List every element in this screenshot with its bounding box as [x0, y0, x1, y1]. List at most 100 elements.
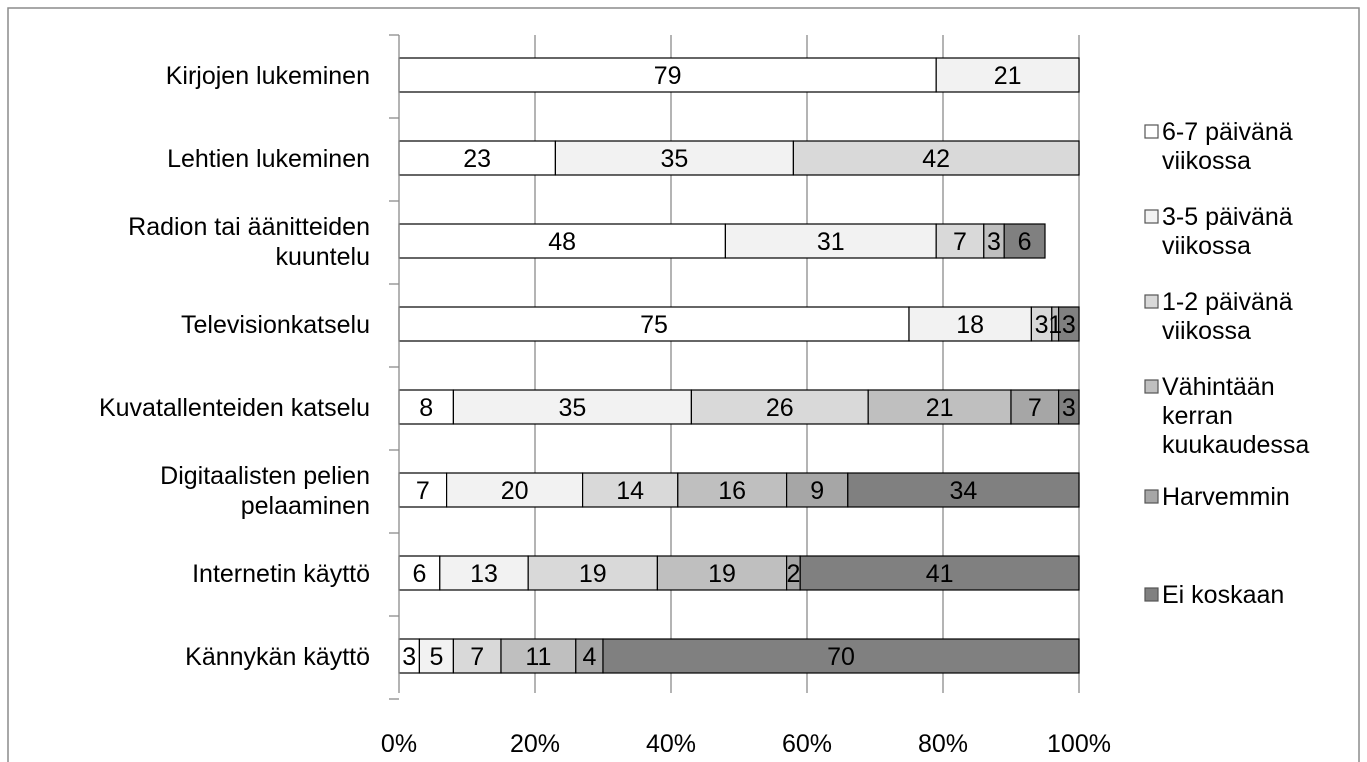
bar-segment	[785, 472, 849, 508]
bar-segment	[554, 140, 795, 176]
legend-label: 6-7 päivänä viikossa	[1162, 118, 1293, 175]
data-label: 3	[987, 228, 1001, 256]
legend-label: Harvemmin	[1162, 483, 1290, 511]
legend-label: 1-2 päivänä viikossa	[1162, 288, 1293, 345]
data-label: 42	[922, 145, 950, 173]
bar-segment	[1010, 389, 1060, 425]
legend-swatch	[1144, 209, 1159, 224]
bar-segment	[602, 638, 1080, 674]
data-label: 75	[640, 311, 668, 339]
legend-label: Ei koskaan	[1162, 581, 1284, 609]
data-label: 35	[558, 394, 586, 422]
bar-segment	[847, 472, 1080, 508]
data-label: 20	[501, 477, 529, 505]
data-label: 7	[953, 228, 967, 256]
category-label: Radion tai äänitteiden kuuntelu	[128, 213, 370, 271]
bar-segment	[452, 638, 502, 674]
data-label: 6	[1018, 228, 1032, 256]
bar-segment	[398, 389, 455, 425]
data-label: 5	[429, 643, 443, 671]
data-label: 9	[810, 477, 824, 505]
data-label: 13	[470, 560, 498, 588]
bar-segment	[398, 140, 556, 176]
category-label: Kirjojen lukeminen	[166, 62, 370, 90]
x-tick-label: 60%	[782, 730, 832, 758]
data-label: 35	[660, 145, 688, 173]
bar-segment	[908, 306, 1033, 342]
legend-label: Vähintään kerran kuukaudessa	[1162, 373, 1309, 459]
x-tick-label: 100%	[1047, 730, 1111, 758]
bar-segment	[656, 555, 788, 591]
data-label: 7	[470, 643, 484, 671]
data-label: 7	[1028, 394, 1042, 422]
data-label: 31	[817, 228, 845, 256]
data-label: 19	[579, 560, 607, 588]
bar-segment	[527, 555, 659, 591]
legend-swatch	[1144, 124, 1159, 139]
bar-segment	[1057, 389, 1080, 425]
data-label: 3	[402, 643, 416, 671]
category-label: Televisionkatselu	[181, 311, 370, 339]
category-label: Kuvatallenteiden katselu	[99, 394, 370, 422]
data-label: 2	[786, 560, 800, 588]
category-label: Kännykän käyttö	[185, 643, 370, 671]
data-label: 21	[926, 394, 954, 422]
data-label: 1	[1048, 311, 1062, 339]
bar-segment	[690, 389, 869, 425]
bars	[398, 57, 1080, 674]
x-tick-label: 40%	[646, 730, 696, 758]
category-labels: Kirjojen lukeminen Lehtien lukeminen Radio…	[99, 62, 370, 671]
data-label: 16	[718, 477, 746, 505]
data-label: 8	[419, 394, 433, 422]
data-label: 3	[1062, 311, 1076, 339]
bar-segment	[398, 223, 726, 259]
data-label: 70	[827, 643, 855, 671]
legend-swatch	[1144, 587, 1159, 602]
data-label: 41	[926, 560, 954, 588]
legend: 6-7 päivänä viikossa 3-5 päivänä viikossa 1-…	[1144, 118, 1309, 609]
bar-segment	[446, 472, 584, 508]
x-tick-label: 0%	[381, 730, 417, 758]
x-tick-labels: 0% 20% 40% 60% 80% 100%	[381, 730, 1111, 758]
bar-segment	[1003, 223, 1046, 259]
data-label: 34	[949, 477, 977, 505]
category-label: Lehtien lukeminen	[167, 145, 370, 173]
bar-segment	[398, 306, 910, 342]
data-label: 3	[1035, 311, 1049, 339]
data-label: 19	[708, 560, 736, 588]
bar-segment	[500, 638, 577, 674]
legend-swatch	[1144, 379, 1159, 394]
data-label: 23	[463, 145, 491, 173]
data-label: 21	[994, 62, 1022, 90]
data-label: 79	[654, 62, 682, 90]
x-tick-label: 80%	[918, 730, 968, 758]
chart-frame	[7, 7, 1360, 762]
bar-segment	[439, 555, 529, 591]
bar-segment	[581, 472, 679, 508]
legend-swatch	[1144, 489, 1159, 504]
bar-segment	[935, 57, 1080, 93]
data-label: 6	[412, 560, 426, 588]
bar-segment	[724, 223, 937, 259]
bar-segment	[398, 555, 441, 591]
bar-segment	[867, 389, 1012, 425]
bar-segment	[792, 140, 1080, 176]
bar-segment	[418, 638, 454, 674]
data-label: 11	[525, 643, 551, 671]
category-label: Internetin käyttö	[192, 560, 370, 588]
data-label: 4	[582, 643, 596, 671]
data-label: 26	[766, 394, 794, 422]
legend-swatch	[1144, 294, 1159, 309]
x-tick-label: 20%	[510, 730, 560, 758]
axis	[389, 34, 400, 700]
data-label: 48	[548, 228, 576, 256]
data-label: 18	[956, 311, 984, 339]
data-label: 14	[616, 477, 644, 505]
category-label: Digitaalisten pelien pelaaminen	[160, 462, 370, 520]
data-label: 7	[416, 477, 430, 505]
bar-segment	[1057, 306, 1080, 342]
bar-segment	[799, 555, 1080, 591]
legend-label: 3-5 päivänä viikossa	[1162, 203, 1293, 260]
